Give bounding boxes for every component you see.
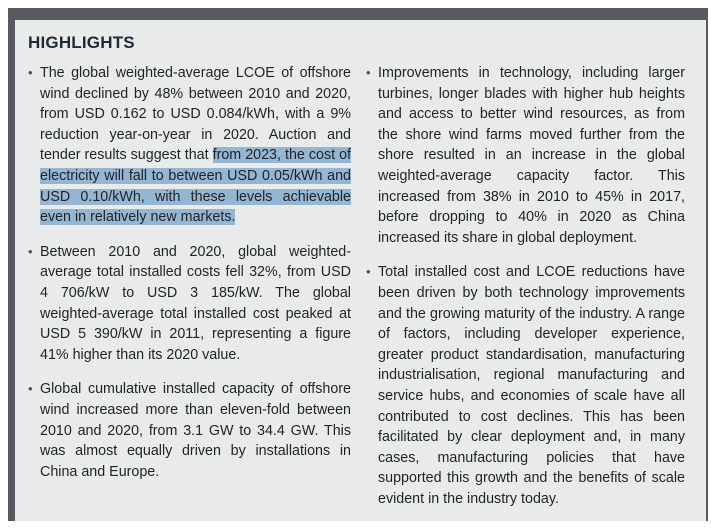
bullet-text-technology: Improvements in technology, including la…: [378, 65, 685, 246]
bullet-text-capacity: Global cumulative installed capacity of …: [40, 381, 351, 480]
bullet-text-installed-costs: Between 2010 and 2020, global weighted-a…: [40, 243, 351, 363]
bullet-icon: •: [28, 243, 33, 259]
bullet-item-cost-drivers: • Total installed cost and LCOE reductio…: [366, 262, 685, 509]
bullet-icon: •: [366, 264, 371, 280]
bullet-item-installed-costs: • Between 2010 and 2020, global weighted…: [28, 242, 351, 366]
bullet-text-cost-drivers: Total installed cost and LCOE reductions…: [378, 264, 685, 507]
highlights-panel: [15, 20, 706, 521]
left-column: • The global weighted-average LCOE of of…: [28, 63, 351, 496]
bullet-item-lcoe: • The global weighted-average LCOE of of…: [28, 63, 351, 228]
right-column: • Improvements in technology, including …: [366, 63, 685, 523]
bullet-icon: •: [366, 65, 371, 80]
bullet-item-technology: • Improvements in technology, including …: [366, 63, 685, 248]
highlights-title: HIGHLIGHTS: [28, 33, 135, 52]
bullet-text-lcoe: The global weighted-average LCOE of offs…: [40, 65, 351, 164]
bullet-icon: •: [28, 381, 33, 397]
bullet-item-capacity: • Global cumulative installed capacity o…: [28, 379, 351, 482]
bullet-icon: •: [28, 65, 33, 80]
